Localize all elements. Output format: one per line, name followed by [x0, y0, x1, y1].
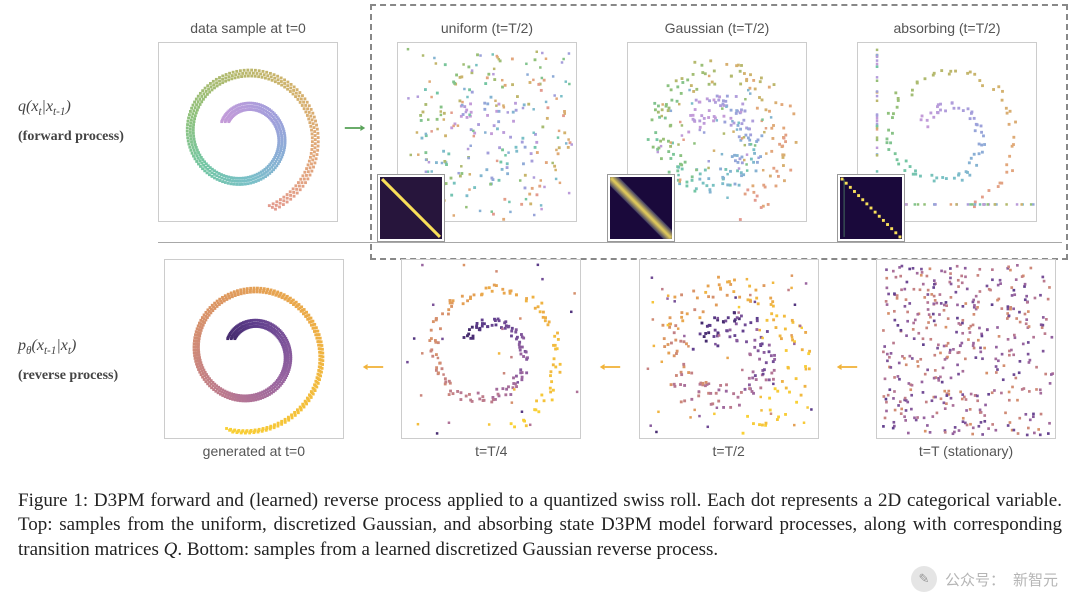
- scatter-panel: [397, 42, 577, 222]
- figure-container: q(xt|xt-1) (forward process) data sample…: [18, 6, 1062, 562]
- reverse-process-label: (reverse process): [18, 365, 150, 386]
- figure-caption: Figure 1: D3PM forward and (learned) rev…: [18, 489, 1062, 562]
- caption-Q-symbol: Q: [164, 539, 178, 560]
- panel-rev_clean: generated at t=0: [164, 259, 344, 461]
- transition-matrix-uniform: [378, 175, 444, 241]
- reverse-equation: pθ(xt-1|xt): [18, 334, 150, 360]
- forward-process-label: (forward process): [18, 126, 150, 147]
- panel-caption: t=T/4: [475, 443, 507, 461]
- watermark-prefix: 公众号：: [945, 569, 1005, 590]
- caption-text-after: . Bottom: samples from a learned discret…: [177, 539, 718, 560]
- scatter-panel: [164, 259, 344, 439]
- panel-swiss_gauss: Gaussian (t=T/2): [627, 20, 807, 222]
- panel-title: data sample at t=0: [190, 20, 306, 38]
- row-divider: [158, 242, 1062, 243]
- watermark-name: 新智元: [1013, 569, 1058, 590]
- reverse-arrow-icon: [356, 357, 390, 363]
- panel-title: Gaussian (t=T/2): [665, 20, 770, 38]
- panel-caption: t=T (stationary): [919, 443, 1013, 461]
- scatter-panel: [857, 42, 1037, 222]
- reverse-panels: generated at t=0 t=T/4 t=T/2 t=T (stationar…: [158, 245, 1062, 475]
- panel-title: uniform (t=T/2): [441, 20, 533, 38]
- scatter-panel: [876, 259, 1056, 439]
- scatter-panel: [627, 42, 807, 222]
- forward-panels: data sample at t=0 uniform (t=T/2) Gaussia…: [158, 6, 1062, 236]
- forward-equation: q(xt|xt-1): [18, 95, 150, 121]
- watermark: ✎ 公众号： 新智元: [911, 566, 1058, 592]
- panel-rev_t4: t=T/4: [401, 259, 581, 461]
- panel-caption: t=T/2: [713, 443, 745, 461]
- reverse-arrow-icon: [593, 357, 627, 363]
- reverse-row-label: pθ(xt-1|xt) (reverse process): [18, 334, 158, 387]
- panel-rev_t2: t=T/2: [639, 259, 819, 461]
- reverse-row: pθ(xt-1|xt) (reverse process) generated …: [18, 245, 1062, 475]
- panel-caption: generated at t=0: [203, 443, 305, 461]
- scatter-panel: [401, 259, 581, 439]
- forward-row: q(xt|xt-1) (forward process) data sample…: [18, 6, 1062, 236]
- panel-swiss_uniform: uniform (t=T/2): [397, 20, 577, 222]
- panel-swiss_absorb: absorbing (t=T/2): [857, 20, 1037, 222]
- transition-matrix-absorbing: [838, 175, 904, 241]
- wechat-icon: ✎: [911, 566, 937, 592]
- reverse-arrow-icon: [830, 357, 864, 363]
- panel-title: absorbing (t=T/2): [894, 20, 1001, 38]
- forward-row-label: q(xt|xt-1) (forward process): [18, 95, 158, 148]
- panel-swiss_clean: data sample at t=0: [158, 20, 338, 222]
- transition-matrix-gaussian: [608, 175, 674, 241]
- scatter-panel: [158, 42, 338, 222]
- forward-arrow-icon: [338, 118, 372, 124]
- scatter-panel: [639, 259, 819, 439]
- panel-rev_stationary: t=T (stationary): [876, 259, 1056, 461]
